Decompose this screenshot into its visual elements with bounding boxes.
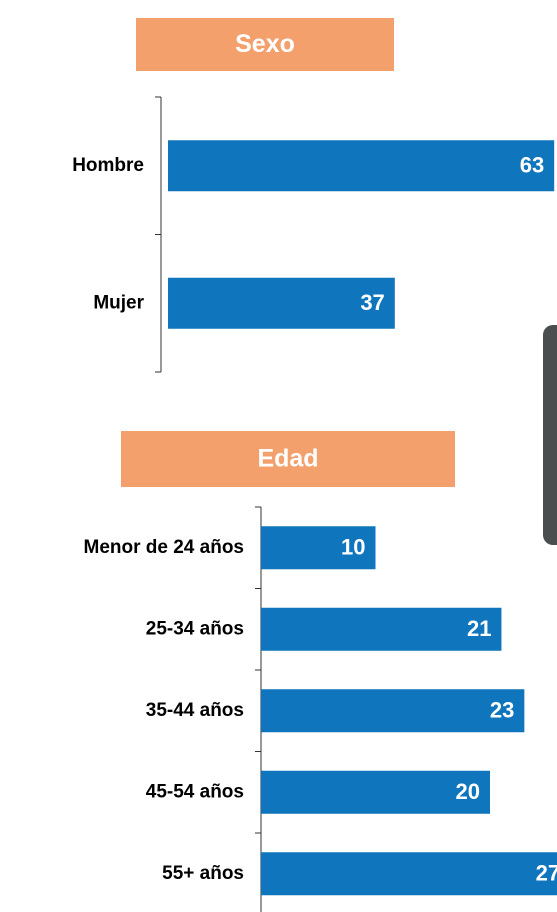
value-label: 27 (536, 861, 557, 886)
value-label: 10 (341, 535, 365, 560)
category-label: 25-34 años (146, 618, 244, 639)
chart-title: Edad (257, 445, 318, 473)
bar (168, 140, 555, 192)
category-label: Mujer (93, 292, 144, 313)
value-label: 37 (360, 290, 384, 315)
value-label: 63 (520, 153, 544, 178)
title-box (121, 431, 455, 487)
category-label: Menor de 24 años (84, 537, 245, 558)
bar (261, 526, 376, 570)
bar (261, 852, 557, 896)
photo-fragment (543, 325, 557, 545)
bar (261, 770, 490, 814)
category-label: 55+ años (162, 863, 244, 884)
chart-title: Sexo (235, 30, 295, 58)
bar (261, 689, 525, 733)
value-label: 23 (490, 698, 514, 723)
category-label: 35-44 años (146, 700, 244, 721)
category-label: Hombre (72, 155, 144, 176)
value-label: 20 (456, 779, 480, 804)
value-label: 21 (467, 616, 491, 641)
bar (261, 607, 502, 651)
category-label: 45-54 años (146, 781, 244, 802)
title-box (136, 18, 394, 71)
bar (168, 277, 395, 329)
